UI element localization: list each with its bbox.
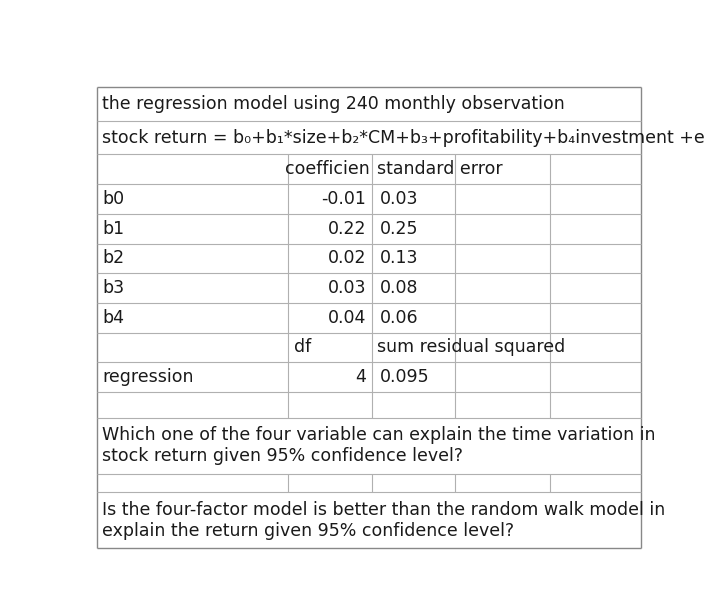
Text: 4: 4: [356, 368, 366, 386]
Text: Is the four-factor model is better than the random walk model in
explain the ret: Is the four-factor model is better than …: [102, 501, 665, 540]
Text: 0.04: 0.04: [328, 309, 366, 327]
Text: 0.06: 0.06: [380, 309, 419, 327]
Text: b2: b2: [102, 250, 125, 267]
Text: coefficien: coefficien: [285, 160, 369, 178]
Text: sum residual squared: sum residual squared: [377, 338, 566, 356]
Text: 0.03: 0.03: [328, 279, 366, 297]
Text: the regression model using 240 monthly observation: the regression model using 240 monthly o…: [102, 95, 565, 113]
Text: b3: b3: [102, 279, 125, 297]
Text: -0.01: -0.01: [321, 190, 366, 208]
Text: df: df: [294, 338, 311, 356]
Text: 0.25: 0.25: [380, 220, 418, 237]
Text: 0.22: 0.22: [328, 220, 366, 237]
Text: b4: b4: [102, 309, 125, 327]
Text: stock return = b₀+b₁*size+b₂*CM+b₃+profitability+b₄investment +e: stock return = b₀+b₁*size+b₂*CM+b₃+profi…: [102, 129, 705, 146]
Text: 0.08: 0.08: [380, 279, 418, 297]
Text: 0.02: 0.02: [328, 250, 366, 267]
Text: b0: b0: [102, 190, 125, 208]
Text: b1: b1: [102, 220, 125, 237]
Text: regression: regression: [102, 368, 194, 386]
Text: standard error: standard error: [377, 160, 503, 178]
Text: Which one of the four variable can explain the time variation in
stock return gi: Which one of the four variable can expla…: [102, 427, 656, 465]
Text: 0.03: 0.03: [380, 190, 418, 208]
Text: 0.13: 0.13: [380, 250, 418, 267]
Text: 0.095: 0.095: [380, 368, 430, 386]
